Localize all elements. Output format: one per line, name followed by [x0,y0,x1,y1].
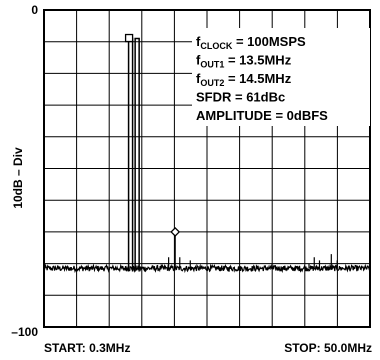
chart-markers [124,33,181,237]
marker-diamond [170,226,181,237]
spectrum-trace [43,235,371,274]
annotation-line-4: SFDR = 61dBc [196,90,285,105]
annotation-line-1: fCLOCK = 100MSPS [196,34,306,51]
annotation-line-2: fOUT1 = 13.5MHz [196,53,292,70]
marker-square [124,33,134,43]
y-top-label: 0 [31,3,38,17]
y-axis-label: 10dB – Div [11,147,25,209]
annotation-line-5: AMPLITUDE = 0dBFS [196,108,328,123]
carrier-tone-2 [134,37,140,272]
annotation-background [192,28,370,126]
x-stop-label: STOP: 50.0MHz [284,341,372,355]
y-bottom-label: –100 [11,325,38,339]
x-start-label: START: 0.3MHz [44,341,130,355]
annotation-line-3: fOUT2 = 14.5MHz [196,71,292,88]
plot-frame [43,9,371,328]
